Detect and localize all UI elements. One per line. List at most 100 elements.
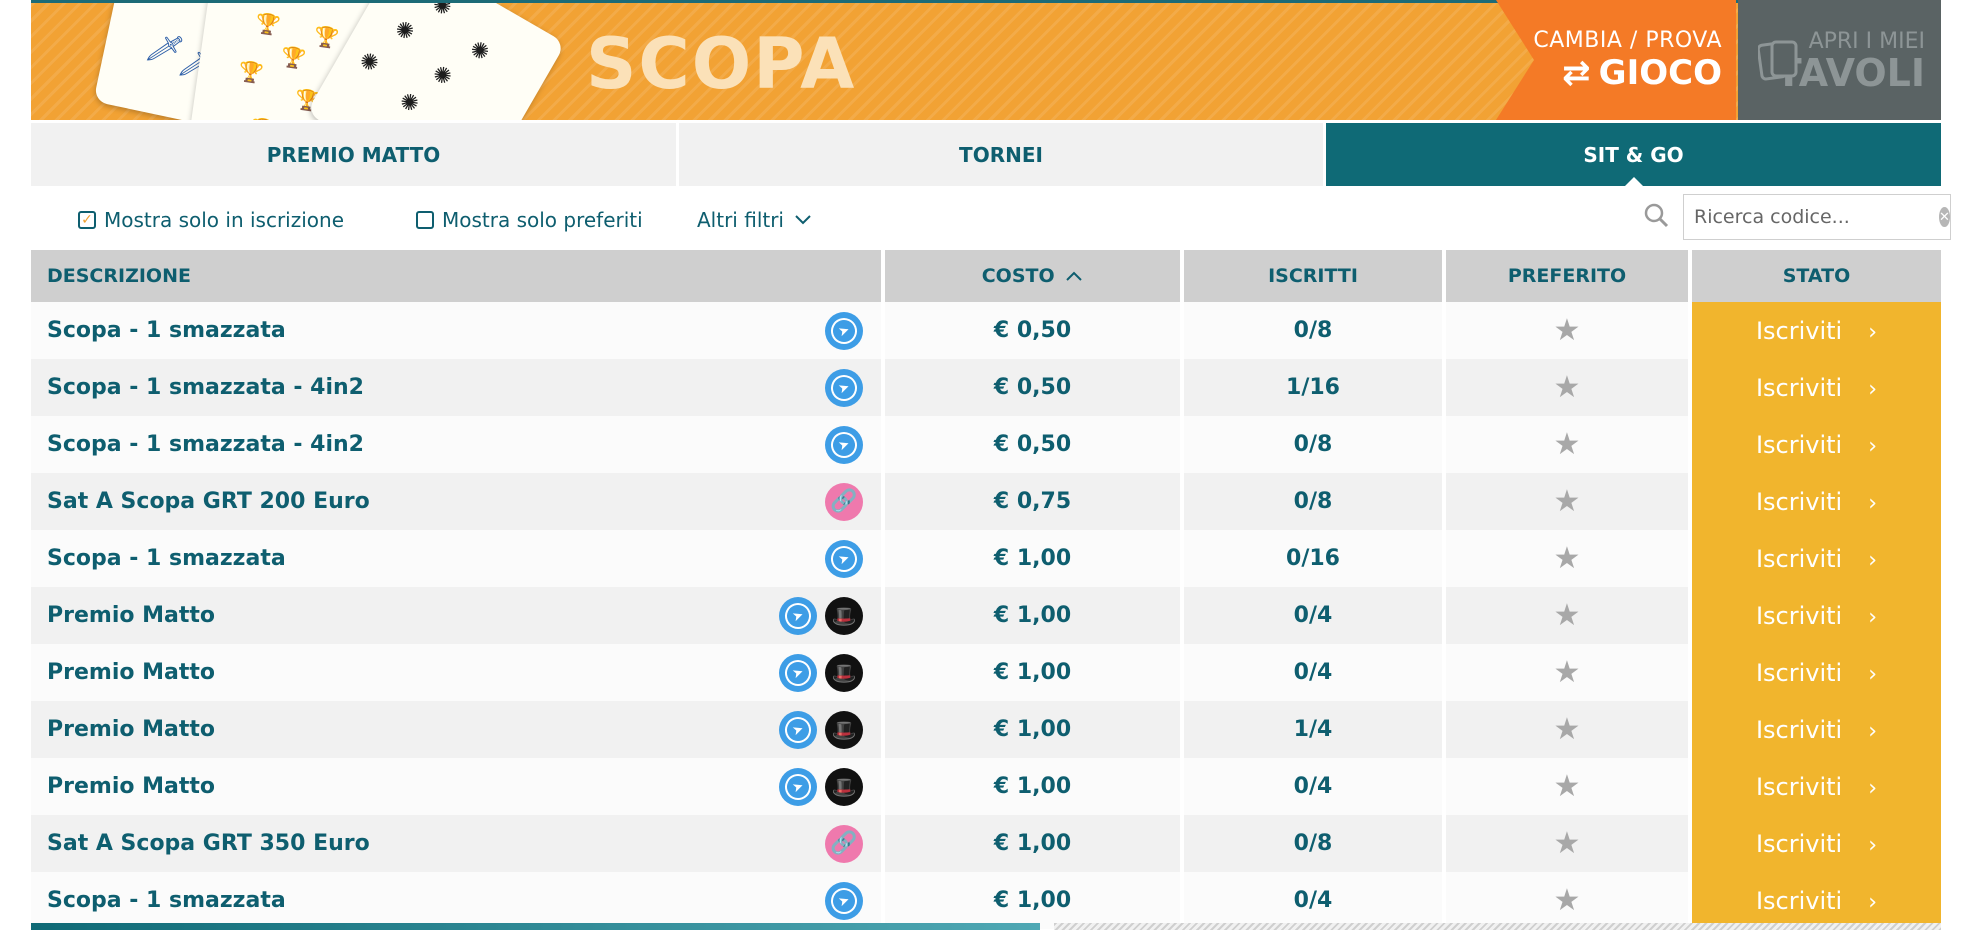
row-cost: € 1,00	[885, 587, 1184, 644]
row-enrolled: 0/4	[1184, 758, 1446, 815]
header-description[interactable]: DESCRIZIONE	[31, 250, 885, 302]
row-cost: € 1,00	[885, 530, 1184, 587]
favorite-star-icon[interactable]: ★	[1553, 712, 1581, 747]
row-cost: € 1,00	[885, 815, 1184, 872]
row-enrolled: 1/4	[1184, 701, 1446, 758]
row-description: Premio Matto	[47, 774, 216, 799]
register-button-label: Iscriviti	[1755, 601, 1843, 630]
switch-game-label-bottom: GIOCO	[1598, 52, 1722, 93]
speed-icon: ➤	[779, 710, 817, 749]
table-row[interactable]: Scopa - 1 smazzata - 4in2 ➤ € 0,50 1/16 ★ Isc…	[31, 359, 1941, 416]
favorite-star-icon[interactable]: ★	[1553, 826, 1581, 861]
search-icon[interactable]	[1643, 202, 1669, 228]
horizontal-scrollbar-thumb[interactable]	[31, 923, 1040, 930]
open-my-tables-button[interactable]: APRI I MIEI TAVOLI	[1738, 0, 1941, 120]
header-favorite[interactable]: PREFERITO	[1446, 250, 1692, 302]
speed-icon: ➤	[779, 596, 817, 635]
row-description-cell: Scopa - 1 smazzata - 4in2 ➤	[31, 359, 885, 416]
register-button[interactable]: Iscriviti ›	[1692, 530, 1941, 587]
row-game-icons: ➤ 🎩	[779, 596, 863, 635]
row-enrolled: 0/4	[1184, 587, 1446, 644]
tab-tornei[interactable]: TORNEI	[679, 123, 1323, 186]
row-favorite-cell: ★	[1446, 416, 1692, 473]
row-description-cell: Scopa - 1 smazzata ➤	[31, 302, 885, 359]
register-button[interactable]: Iscriviti ›	[1692, 872, 1941, 929]
header-cost-sort[interactable]: COSTO	[885, 250, 1184, 302]
favorite-star-icon[interactable]: ★	[1553, 370, 1581, 405]
table-row[interactable]: Scopa - 1 smazzata - 4in2 ➤ € 0,50 0/8 ★ Iscr…	[31, 416, 1941, 473]
table-header-row: DESCRIZIONE COSTO ISCRITTI PREFERITO STA…	[31, 250, 1941, 302]
register-button[interactable]: Iscriviti ›	[1692, 416, 1941, 473]
speed-icon: ➤	[825, 881, 863, 920]
row-description: Scopa - 1 smazzata	[47, 546, 286, 571]
chevron-right-icon: ›	[1868, 490, 1878, 516]
table-row[interactable]: Premio Matto ➤ 🎩 € 1,00 0/4 ★ Iscriviti ›	[31, 587, 1941, 644]
favorite-star-icon[interactable]: ★	[1553, 541, 1581, 576]
row-description-cell: Premio Matto ➤ 🎩	[31, 587, 885, 644]
row-cost: € 1,00	[885, 872, 1184, 929]
favorite-star-icon[interactable]: ★	[1553, 313, 1581, 348]
table-row[interactable]: Premio Matto ➤ 🎩 € 1,00 1/4 ★ Iscriviti ›	[31, 701, 1941, 758]
search-code-field: ✕	[1683, 194, 1951, 240]
game-title: SCOPA	[586, 23, 857, 105]
register-button[interactable]: Iscriviti ›	[1692, 359, 1941, 416]
register-button[interactable]: Iscriviti ›	[1692, 473, 1941, 530]
row-enrolled: 0/8	[1184, 473, 1446, 530]
favorite-star-icon[interactable]: ★	[1553, 883, 1581, 918]
register-button[interactable]: Iscriviti ›	[1692, 758, 1941, 815]
tab-premio-matto[interactable]: PREMIO MATTO	[31, 123, 676, 186]
row-description: Premio Matto	[47, 660, 216, 685]
table-row[interactable]: Premio Matto ➤ 🎩 € 1,00 0/4 ★ Iscriviti ›	[31, 758, 1941, 815]
row-cost: € 0,50	[885, 359, 1184, 416]
register-button-label: Iscriviti	[1755, 316, 1843, 345]
chevron-right-icon: ›	[1868, 775, 1878, 801]
speed-icon: ➤	[825, 368, 863, 407]
row-description-cell: Scopa - 1 smazzata ➤	[31, 530, 885, 587]
register-button-label: Iscriviti	[1755, 373, 1843, 402]
horizontal-scrollbar-track[interactable]	[1054, 923, 1941, 930]
register-button[interactable]: Iscriviti ›	[1692, 302, 1941, 359]
register-button[interactable]: Iscriviti ›	[1692, 587, 1941, 644]
search-code-input[interactable]	[1684, 196, 1939, 238]
table-row[interactable]: Premio Matto ➤ 🎩 € 1,00 0/4 ★ Iscriviti ›	[31, 644, 1941, 701]
favorite-star-icon[interactable]: ★	[1553, 769, 1581, 804]
table-row[interactable]: Sat A Scopa GRT 200 Euro 🔗 € 0,75 0/8 ★ Iscri…	[31, 473, 1941, 530]
row-enrolled: 0/8	[1184, 416, 1446, 473]
tab-sit-and-go[interactable]: SIT & GO	[1326, 123, 1941, 187]
only-favorites-label: Mostra solo preferiti	[442, 208, 643, 232]
clear-search-icon[interactable]: ✕	[1939, 207, 1950, 227]
more-filters-label: Altri filtri	[697, 208, 784, 232]
row-cost: € 0,50	[885, 416, 1184, 473]
favorite-star-icon[interactable]: ★	[1553, 655, 1581, 690]
only-registering-checkbox[interactable]: ✓ Mostra solo in iscrizione	[78, 208, 344, 232]
open-tables-label-bottom: TAVOLI	[1775, 50, 1925, 95]
table-row[interactable]: Scopa - 1 smazzata ➤ € 0,50 0/8 ★ Iscriviti ›	[31, 302, 1941, 359]
chevron-down-icon	[795, 215, 811, 225]
speed-icon: ➤	[825, 311, 863, 350]
row-description-cell: Premio Matto ➤ 🎩	[31, 701, 885, 758]
swap-arrows-icon: ⇄	[1562, 52, 1591, 93]
row-favorite-cell: ★	[1446, 302, 1692, 359]
table-row[interactable]: Scopa - 1 smazzata ➤ € 1,00 0/4 ★ Iscriviti ›	[31, 872, 1941, 929]
register-button-label: Iscriviti	[1755, 715, 1843, 744]
register-button[interactable]: Iscriviti ›	[1692, 701, 1941, 758]
row-favorite-cell: ★	[1446, 473, 1692, 530]
more-filters-dropdown[interactable]: Altri filtri	[697, 208, 812, 232]
switch-game-button[interactable]: CAMBIA / PROVA ⇄ GIOCO	[1496, 0, 1736, 120]
only-favorites-checkbox[interactable]: Mostra solo preferiti	[416, 208, 643, 232]
favorite-star-icon[interactable]: ★	[1553, 427, 1581, 462]
header-enrolled[interactable]: ISCRITTI	[1184, 250, 1446, 302]
row-description: Scopa - 1 smazzata - 4in2	[47, 432, 364, 457]
speed-icon: ➤	[779, 653, 817, 692]
table-row[interactable]: Sat A Scopa GRT 350 Euro 🔗 € 1,00 0/8 ★ Iscri…	[31, 815, 1941, 872]
header-cost-label: COSTO	[981, 265, 1055, 287]
register-button[interactable]: Iscriviti ›	[1692, 644, 1941, 701]
table-row[interactable]: Scopa - 1 smazzata ➤ € 1,00 0/16 ★ Iscriviti ›	[31, 530, 1941, 587]
row-enrolled: 0/4	[1184, 872, 1446, 929]
favorite-star-icon[interactable]: ★	[1553, 484, 1581, 519]
game-banner: 🗡 🗡 🗡 🏆 🏆 🏆 🏆 🏆 🏆 ✺ ✺ ✺ ✺ ✺ ✺ SCOPA	[31, 0, 1941, 120]
register-button[interactable]: Iscriviti ›	[1692, 815, 1941, 872]
favorite-star-icon[interactable]: ★	[1553, 598, 1581, 633]
row-enrolled: 0/8	[1184, 815, 1446, 872]
header-status[interactable]: STATO	[1692, 250, 1941, 302]
